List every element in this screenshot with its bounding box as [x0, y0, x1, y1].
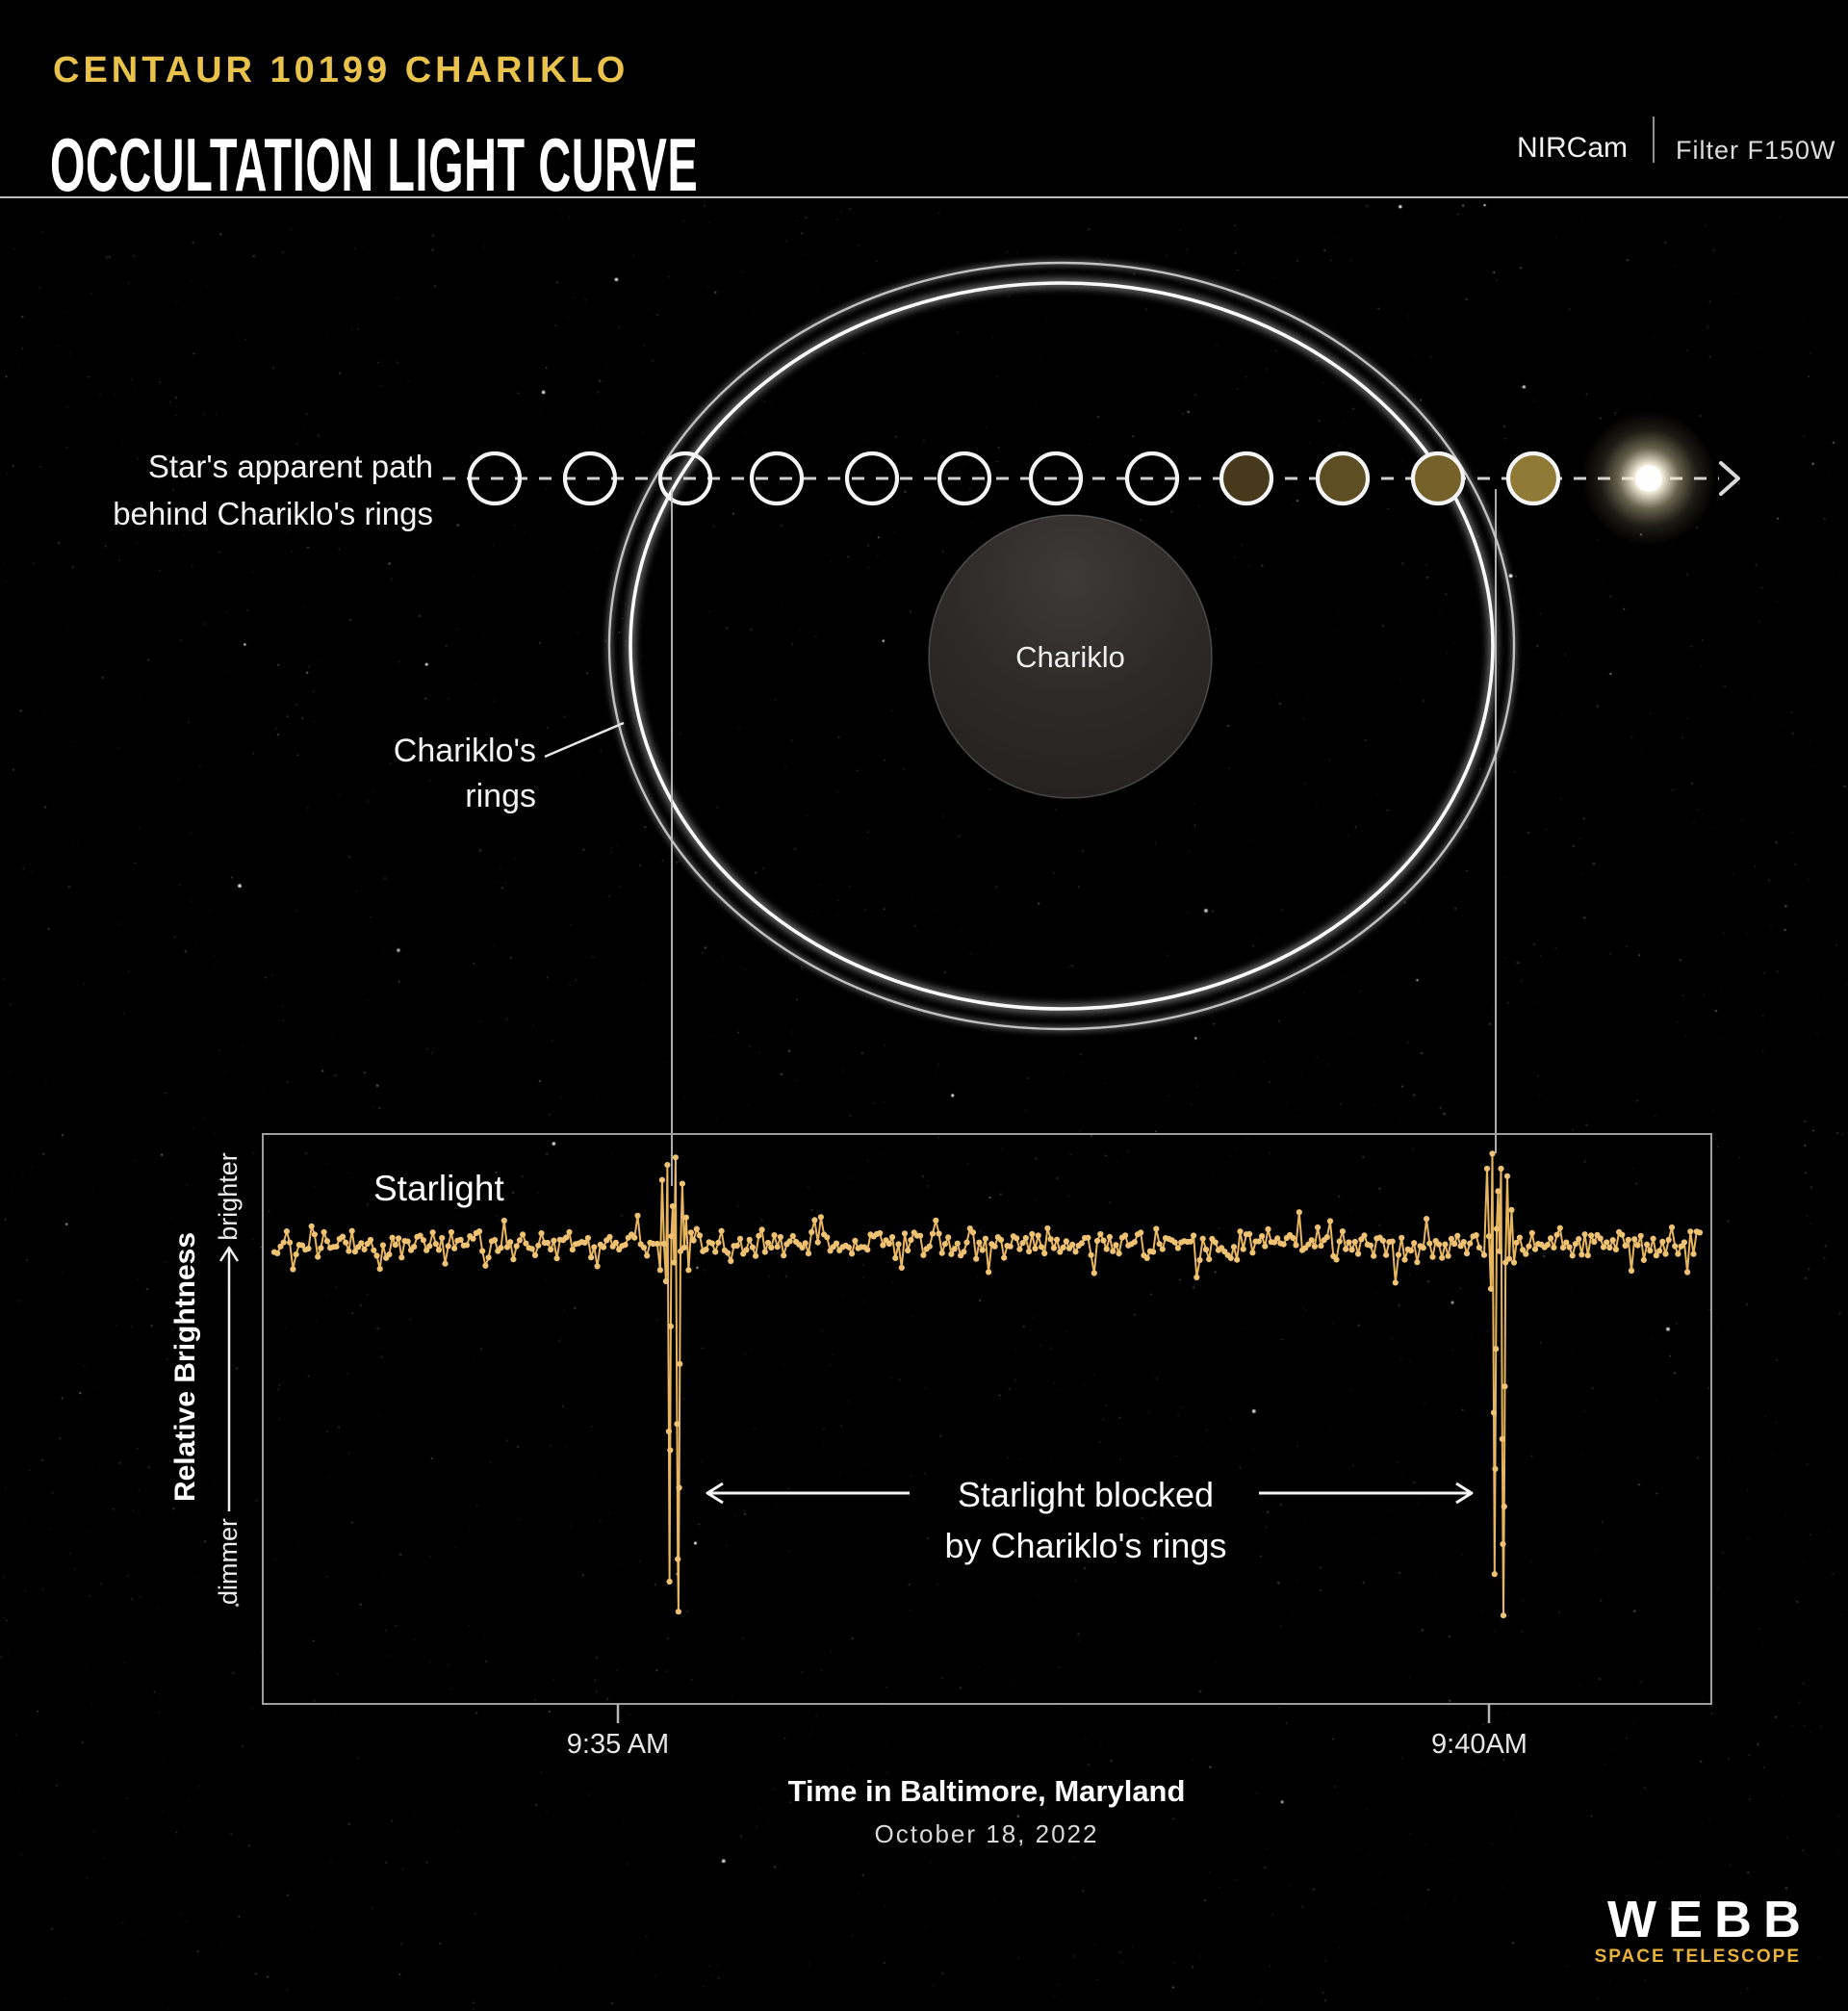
path-circle	[1410, 451, 1466, 506]
brighter-label: brighter	[213, 1152, 243, 1241]
blocked-annotation-line2: by Chariklo's rings	[944, 1526, 1227, 1565]
rings-label-line1: Chariklo's	[393, 733, 536, 769]
path-circle	[1505, 451, 1561, 506]
chariklo-body-label: Chariklo	[1015, 640, 1125, 674]
webb-logo-wordmark: WEBB	[1607, 1891, 1812, 1948]
dimmer-label: dimmer	[213, 1518, 243, 1606]
arrow-left-icon	[706, 1482, 724, 1505]
path-circle	[844, 451, 900, 506]
star-path-circles	[467, 451, 1561, 506]
webb-logo: WEBB SPACE TELESCOPE	[1594, 1894, 1801, 1970]
path-circle	[1315, 451, 1371, 506]
path-circle	[657, 451, 713, 506]
rings-label-line2: rings	[465, 778, 536, 814]
path-circle	[749, 451, 805, 506]
starlight-series-label: Starlight	[373, 1169, 504, 1208]
webb-logo-subtitle: SPACE TELESCOPE	[1594, 1947, 1801, 1967]
star-path-label: Star's apparent path behind Chariklo's r…	[94, 443, 433, 537]
path-circle	[467, 451, 523, 506]
x-tick-label-940: 9:40AM	[1431, 1729, 1527, 1760]
instrument-label: NIRCam	[1517, 132, 1629, 164]
chariklo-rings	[605, 259, 1518, 1033]
occulted-star	[1581, 411, 1716, 546]
x-axis-subtitle: October 18, 2022	[874, 1819, 1099, 1848]
arrow-up-icon	[218, 1246, 240, 1262]
rings-label-pointer	[544, 721, 625, 759]
y-axis-title: Relative Brightness	[169, 1231, 201, 1503]
header-kicker: CENTAUR 10199 CHARIKLO	[53, 50, 629, 90]
blocked-annotation-line1: Starlight blocked	[957, 1475, 1215, 1514]
header-rule	[0, 196, 1848, 198]
header-divider-bar	[1653, 116, 1655, 163]
light-curve-markers	[270, 1150, 1704, 1619]
star-path-label-line1: Star's apparent path	[147, 449, 433, 484]
filter-label: Filter F150W	[1676, 136, 1836, 165]
page-title: OCCULTATION LIGHT CURVE	[50, 122, 699, 207]
x-axis-tick-marks	[616, 1704, 1491, 1723]
path-circle	[562, 451, 618, 506]
y-axis-arrow	[218, 1246, 240, 1511]
path-circle	[1124, 451, 1180, 506]
chariklo-body	[928, 514, 1213, 799]
light-curve-series	[270, 1150, 1704, 1619]
x-axis-title: Time in Baltimore, Maryland	[787, 1774, 1186, 1808]
annotation-arrow-right	[1259, 1482, 1474, 1505]
path-circle	[1028, 451, 1084, 506]
path-circle	[1219, 451, 1274, 506]
annotation-arrow-left	[706, 1482, 910, 1505]
star-path-label-line2: behind Chariklo's rings	[113, 496, 433, 531]
blocked-annotation: Starlight blocked by Chariklo's rings	[893, 1469, 1278, 1571]
x-tick-label-935: 9:35 AM	[566, 1729, 670, 1760]
rings-label: Chariklo's rings	[342, 729, 536, 819]
ring-crossing-connectors	[671, 489, 1497, 1186]
chart-frame	[262, 1133, 1712, 1705]
path-circle	[937, 451, 992, 506]
arrow-right-icon	[1719, 461, 1740, 496]
arrow-right-icon	[1455, 1482, 1474, 1505]
